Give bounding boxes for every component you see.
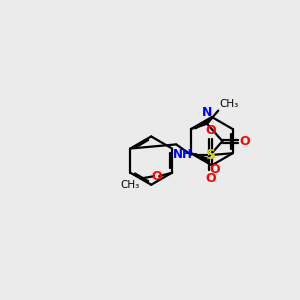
Text: O: O <box>205 124 216 137</box>
Text: O: O <box>152 170 162 183</box>
Text: O: O <box>239 135 250 148</box>
Text: S: S <box>206 148 216 162</box>
Text: CH₃: CH₃ <box>219 99 238 110</box>
Text: O: O <box>205 172 216 185</box>
Text: O: O <box>209 163 220 176</box>
Text: CH₃: CH₃ <box>120 180 140 190</box>
Text: N: N <box>202 106 212 119</box>
Text: NH: NH <box>172 148 192 161</box>
